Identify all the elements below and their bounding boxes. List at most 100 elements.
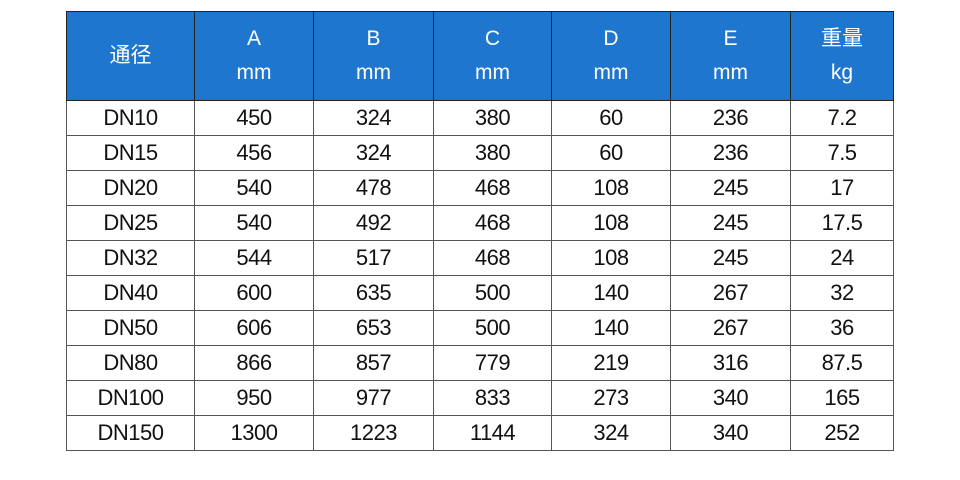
- table-row: DN25 540 492 468 108 245 17.5: [66, 205, 894, 241]
- table-cell: 500: [433, 310, 552, 346]
- table-cell: 340: [670, 415, 791, 451]
- table-row: DN32 544 517 468 108 245 24: [66, 240, 894, 276]
- table-cell: 606: [194, 310, 314, 346]
- column-header: 通径: [66, 11, 195, 101]
- table-cell: 108: [551, 205, 671, 241]
- column-label: 通径: [109, 44, 152, 67]
- table-row: DN80 866 857 779 219 316 87.5: [66, 345, 894, 381]
- table-cell: 267: [670, 275, 791, 311]
- table-cell: 7.2: [790, 100, 894, 136]
- table-cell: 324: [551, 415, 671, 451]
- table-row: DN100 950 977 833 273 340 165: [66, 380, 894, 416]
- table-cell: 450: [194, 100, 314, 136]
- table-cell: 468: [433, 240, 552, 276]
- table-cell: DN25: [66, 205, 195, 241]
- table-cell: 165: [790, 380, 894, 416]
- table-row: DN50 606 653 500 140 267 36: [66, 310, 894, 346]
- table-cell: 140: [551, 275, 671, 311]
- column-unit: mm: [475, 61, 510, 84]
- table-cell: 544: [194, 240, 314, 276]
- column-label: E: [723, 27, 738, 50]
- table-cell: 468: [433, 205, 552, 241]
- table-row: DN15 456 324 380 60 236 7.5: [66, 135, 894, 171]
- column-unit: mm: [713, 61, 748, 84]
- table-cell: 456: [194, 135, 314, 171]
- table-cell: 324: [313, 100, 434, 136]
- table-cell: 108: [551, 170, 671, 206]
- table-cell: 1300: [194, 415, 314, 451]
- table-cell: DN10: [66, 100, 195, 136]
- table-cell: DN40: [66, 275, 195, 311]
- table-cell: 600: [194, 275, 314, 311]
- table-cell: 540: [194, 205, 314, 241]
- table-cell: 32: [790, 275, 894, 311]
- table-cell: 500: [433, 275, 552, 311]
- table-cell: 866: [194, 345, 314, 381]
- table-cell: 324: [313, 135, 434, 171]
- table-cell: 492: [313, 205, 434, 241]
- table-cell: 1144: [433, 415, 552, 451]
- table-cell: 517: [313, 240, 434, 276]
- column-label: C: [484, 27, 501, 50]
- table-cell: 252: [790, 415, 894, 451]
- table-row: DN40 600 635 500 140 267 32: [66, 275, 894, 311]
- column-header: 重量 kg: [790, 11, 894, 101]
- table-cell: DN80: [66, 345, 195, 381]
- table-cell: DN32: [66, 240, 195, 276]
- table-row: DN20 540 478 468 108 245 17: [66, 170, 894, 206]
- table-cell: 950: [194, 380, 314, 416]
- table-cell: 245: [670, 240, 791, 276]
- column-label: B: [366, 27, 381, 50]
- table-cell: 108: [551, 240, 671, 276]
- column-label: 重量: [821, 27, 863, 50]
- column-label: D: [603, 27, 619, 50]
- table-cell: 267: [670, 310, 791, 346]
- column-unit: kg: [830, 61, 854, 84]
- table-cell: 219: [551, 345, 671, 381]
- table-cell: 273: [551, 380, 671, 416]
- table-cell: 17.5: [790, 205, 894, 241]
- table-cell: 7.5: [790, 135, 894, 171]
- table-row: DN10 450 324 380 60 236 7.2: [66, 100, 894, 136]
- table-cell: 653: [313, 310, 434, 346]
- table-cell: DN50: [66, 310, 195, 346]
- table-cell: 316: [670, 345, 791, 381]
- column-unit: mm: [356, 61, 391, 84]
- column-unit: mm: [236, 61, 272, 84]
- table-cell: DN20: [66, 170, 195, 206]
- table-cell: DN150: [66, 415, 195, 451]
- table-cell: 540: [194, 170, 314, 206]
- table-cell: 833: [433, 380, 552, 416]
- table-cell: 340: [670, 380, 791, 416]
- table-cell: 36: [790, 310, 894, 346]
- table-cell: 87.5: [790, 345, 894, 381]
- table-cell: 24: [790, 240, 894, 276]
- table-cell: 468: [433, 170, 552, 206]
- table-cell: 380: [433, 135, 552, 171]
- table-cell: DN15: [66, 135, 195, 171]
- table-cell: 857: [313, 345, 434, 381]
- table-cell: 17: [790, 170, 894, 206]
- table-cell: 779: [433, 345, 552, 381]
- table-cell: 635: [313, 275, 434, 311]
- table-cell: 977: [313, 380, 434, 416]
- table-cell: 245: [670, 170, 791, 206]
- table-cell: 140: [551, 310, 671, 346]
- table-row: DN150 1300 1223 1144 324 340 252: [66, 415, 894, 451]
- table-cell: 236: [670, 100, 791, 136]
- column-label: A: [246, 27, 261, 50]
- table-cell: 236: [670, 135, 791, 171]
- table-cell: 478: [313, 170, 434, 206]
- table-cell: 1223: [313, 415, 434, 451]
- table-cell: 380: [433, 100, 552, 136]
- table-cell: 245: [670, 205, 791, 241]
- column-unit: mm: [593, 61, 629, 84]
- table-cell: DN100: [66, 380, 195, 416]
